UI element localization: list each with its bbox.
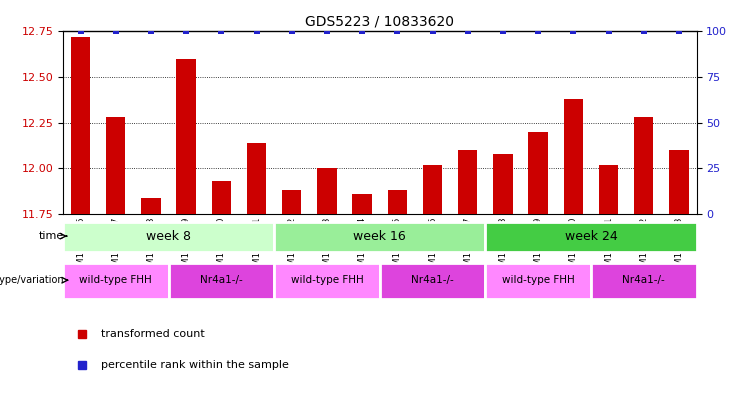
Bar <box>212 181 231 214</box>
Point <box>497 28 509 35</box>
Point <box>216 28 227 35</box>
Point <box>673 28 685 35</box>
Text: percentile rank within the sample: percentile rank within the sample <box>101 360 289 370</box>
Point <box>321 28 333 35</box>
Point <box>462 28 473 35</box>
Bar <box>71 37 90 214</box>
Bar <box>564 99 583 214</box>
Point <box>568 28 579 35</box>
Point <box>145 28 157 35</box>
Bar <box>274 222 485 252</box>
Bar <box>528 132 548 214</box>
Bar <box>634 118 654 214</box>
Text: time: time <box>39 231 64 241</box>
Point <box>286 28 298 35</box>
Text: transformed count: transformed count <box>101 329 205 339</box>
Text: week 24: week 24 <box>565 230 617 242</box>
Text: week 8: week 8 <box>146 230 191 242</box>
Bar <box>458 150 477 214</box>
Bar <box>379 263 485 299</box>
Bar <box>317 169 336 214</box>
Point <box>532 28 544 35</box>
Bar <box>353 194 372 214</box>
Bar <box>494 154 513 214</box>
Point <box>638 28 650 35</box>
Bar <box>176 59 196 214</box>
Point <box>391 28 403 35</box>
Bar <box>63 263 169 299</box>
Point <box>356 28 368 35</box>
Text: week 16: week 16 <box>353 230 406 242</box>
Bar <box>142 198 161 214</box>
Bar <box>168 263 274 299</box>
Point <box>427 28 439 35</box>
Bar <box>423 165 442 214</box>
Point <box>110 28 122 35</box>
Text: wild-type FHH: wild-type FHH <box>502 275 574 285</box>
Title: GDS5223 / 10833620: GDS5223 / 10833620 <box>305 15 454 29</box>
Bar <box>63 222 274 252</box>
Text: wild-type FHH: wild-type FHH <box>290 275 363 285</box>
Bar <box>669 150 688 214</box>
Text: Nr4a1-/-: Nr4a1-/- <box>411 275 454 285</box>
Point <box>250 28 262 35</box>
Point <box>75 28 87 35</box>
Point <box>602 28 614 35</box>
Bar <box>599 165 618 214</box>
Text: Nr4a1-/-: Nr4a1-/- <box>200 275 243 285</box>
Bar <box>247 143 266 214</box>
Bar <box>282 191 302 214</box>
Text: genotype/variation: genotype/variation <box>0 275 64 285</box>
Bar <box>485 222 697 252</box>
Bar <box>485 263 591 299</box>
Bar <box>274 263 379 299</box>
Bar <box>591 263 697 299</box>
Bar <box>388 191 407 214</box>
Point <box>180 28 192 35</box>
Text: Nr4a1-/-: Nr4a1-/- <box>622 275 665 285</box>
Text: wild-type FHH: wild-type FHH <box>79 275 152 285</box>
Bar <box>106 118 125 214</box>
